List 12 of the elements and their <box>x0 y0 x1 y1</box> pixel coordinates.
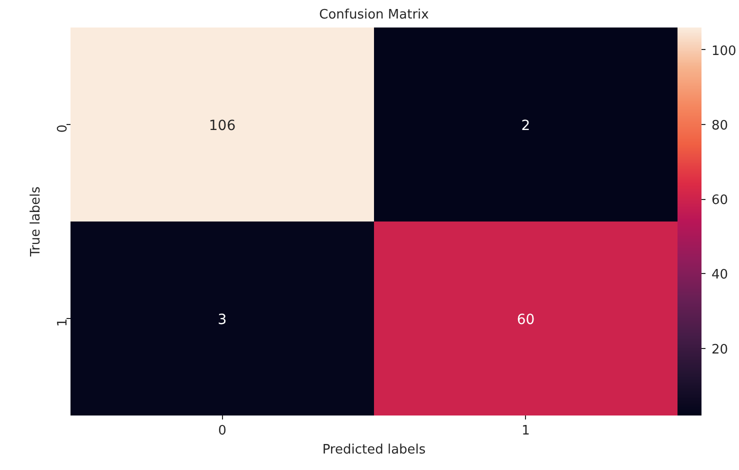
y-axis-title: True labels <box>28 186 44 258</box>
data-label: 60 <box>516 312 535 328</box>
color-bar-label: 40 <box>712 268 728 283</box>
data-label: 106 <box>208 118 236 134</box>
color-bar-label: 60 <box>712 193 728 208</box>
color-bar-label: 20 <box>712 342 728 358</box>
x-axis-title: Predicted labels <box>322 442 426 458</box>
data-label: 2 <box>521 118 530 134</box>
color-bar-label: 100 <box>712 44 736 59</box>
data-label: 3 <box>218 312 227 328</box>
chart-title: Confusion Matrix <box>319 8 430 22</box>
color-bar-label: 80 <box>712 118 728 134</box>
